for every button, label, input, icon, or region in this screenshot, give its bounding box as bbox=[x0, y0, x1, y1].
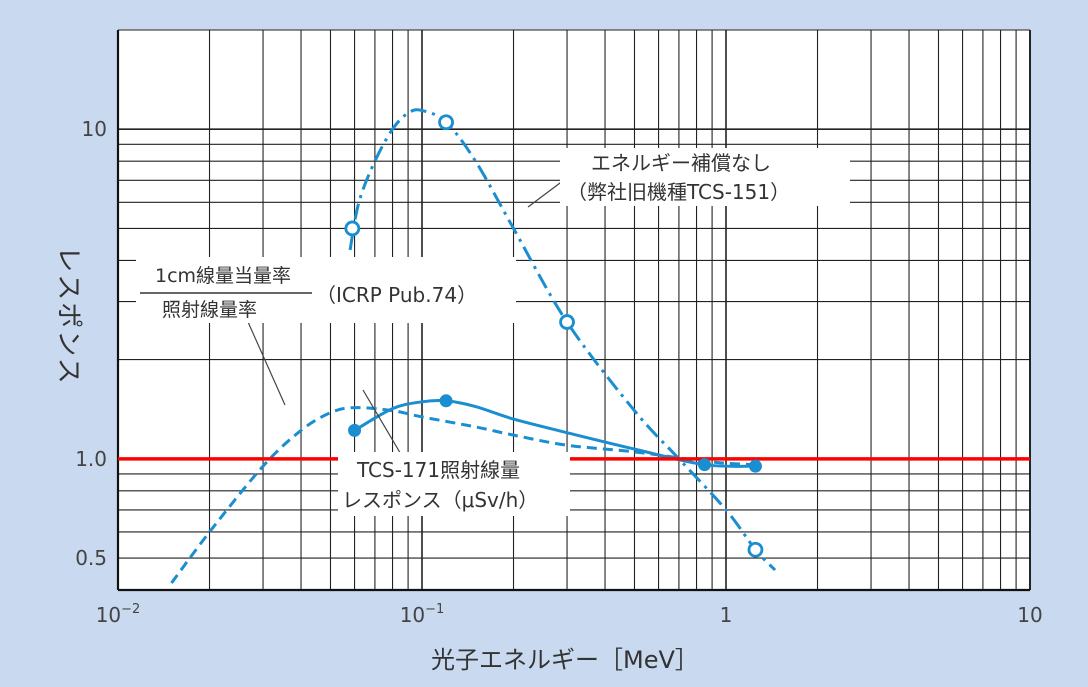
data-point-series-3 bbox=[698, 458, 712, 472]
tcs171-label-line2: レスポンス（μSv/h） bbox=[342, 488, 538, 512]
icrp-leader bbox=[247, 321, 286, 406]
x-tick-label: 10−1 bbox=[400, 602, 445, 627]
annotation-tcs171: TCS-171照射線量 レスポンス（μSv/h） bbox=[338, 452, 570, 516]
old-model-label-line2: （弊社旧機種TCS-151） bbox=[567, 180, 790, 204]
y-tick-label: 0.5 bbox=[75, 546, 107, 570]
annotation-old-model: エネルギー補償なし （弊社旧機種TCS-151） bbox=[560, 148, 850, 206]
y-tick-label: 1.0 bbox=[75, 447, 107, 471]
data-point-series-1 bbox=[438, 114, 454, 131]
icrp-reference: （ICRP Pub.74） bbox=[316, 283, 477, 307]
x-tick-label: 10−2 bbox=[96, 602, 141, 627]
x-axis-label: 光子エネルギー［MeV］ bbox=[431, 646, 699, 674]
data-markers bbox=[344, 114, 764, 558]
old-model-label-line1: エネルギー補償なし bbox=[591, 151, 771, 175]
tcs171-label-line1: TCS-171照射線量 bbox=[356, 458, 520, 482]
y-tick-labels: 0.5 1.0 10 bbox=[75, 117, 107, 570]
data-point-series-3 bbox=[439, 394, 453, 408]
x-tick-label: 1 bbox=[720, 603, 733, 627]
data-point-series-3 bbox=[748, 459, 762, 473]
data-point-series-3 bbox=[348, 423, 362, 437]
annotation-icrp: 1cm線量当量率 照射線量率 （ICRP Pub.74） bbox=[136, 257, 516, 323]
data-point-series-1 bbox=[559, 314, 575, 330]
y-tick-label: 10 bbox=[82, 117, 107, 141]
data-point-series-1 bbox=[344, 220, 361, 237]
icrp-denominator: 照射線量率 bbox=[162, 299, 257, 321]
y-axis-label: レスポンス bbox=[53, 246, 83, 385]
icrp-numerator: 1cm線量当量率 bbox=[155, 265, 291, 287]
series-line-2 bbox=[170, 406, 756, 584]
tcs171-label-bg bbox=[338, 452, 570, 516]
data-point-series-1 bbox=[747, 541, 764, 558]
tcs171-leader bbox=[362, 389, 403, 457]
icrp-label-bg bbox=[136, 257, 516, 323]
old-model-label-bg bbox=[560, 148, 850, 206]
x-tick-label: 10 bbox=[1017, 603, 1042, 627]
x-tick-labels: 10−2 10−1 1 10 bbox=[96, 602, 1043, 627]
